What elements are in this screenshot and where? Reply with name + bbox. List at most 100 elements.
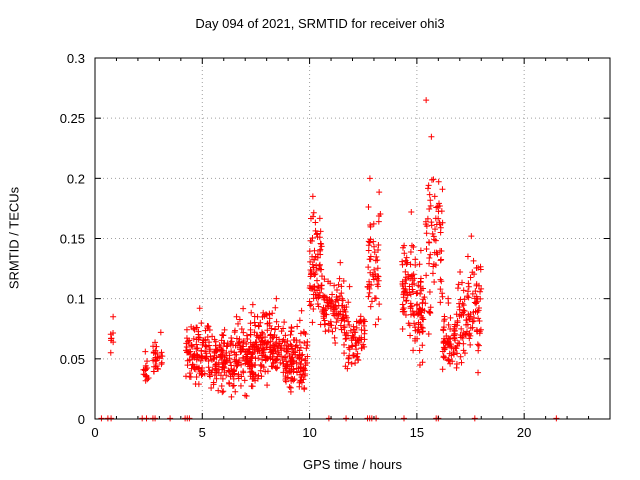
data-point (408, 242, 415, 249)
data-point (399, 280, 406, 287)
data-point (354, 353, 361, 360)
data-point (475, 369, 482, 376)
data-point (329, 328, 336, 335)
data-point (270, 342, 277, 349)
data-point (143, 415, 150, 422)
data-point (219, 389, 226, 396)
data-point (331, 334, 338, 341)
data-point (357, 313, 364, 320)
data-point (311, 271, 318, 278)
y-tick-label: 0.15 (60, 232, 85, 247)
data-point (246, 349, 253, 356)
data-point (240, 305, 247, 312)
data-point (259, 314, 266, 321)
data-point (192, 380, 199, 387)
x-tick-label: 10 (302, 425, 316, 440)
data-point (311, 256, 318, 263)
data-point (430, 263, 437, 270)
data-point (157, 329, 164, 336)
data-point (195, 365, 202, 372)
data-point (460, 307, 467, 314)
data-point (375, 283, 382, 290)
data-point (474, 328, 481, 335)
data-point (255, 355, 262, 362)
data-point (426, 205, 433, 212)
data-point (223, 343, 230, 350)
data-point (240, 329, 247, 336)
data-point (315, 294, 322, 301)
data-point (107, 349, 114, 356)
data-point (321, 321, 328, 328)
data-point (445, 295, 452, 302)
data-point (438, 278, 445, 285)
data-point (435, 200, 442, 207)
data-point (423, 97, 430, 104)
data-point (456, 313, 463, 320)
data-point (260, 309, 267, 316)
data-point (195, 328, 202, 335)
axis-ticks: 0 5 10 15 20 0 0.05 0.1 0.15 0.2 0.25 0.3 (60, 51, 610, 440)
x-tick-label: 0 (91, 425, 98, 440)
data-point (220, 388, 227, 395)
data-point (365, 247, 372, 254)
data-point (415, 282, 422, 289)
data-point (407, 303, 414, 310)
data-point (142, 366, 149, 373)
data-point (251, 319, 258, 326)
data-point (365, 203, 372, 210)
data-point (263, 354, 270, 361)
data-point (340, 278, 347, 285)
data-point (451, 325, 458, 332)
data-point (437, 286, 444, 293)
data-point (464, 321, 471, 328)
data-point (415, 326, 422, 333)
data-point (198, 347, 205, 354)
data-point (455, 281, 462, 288)
data-point (272, 304, 279, 311)
data-point (414, 301, 421, 308)
data-point (473, 264, 480, 271)
data-point (321, 276, 328, 283)
data-point (439, 186, 446, 193)
data-point (205, 364, 212, 371)
plot-area-frame (94, 57, 611, 420)
data-point (426, 309, 433, 316)
data-point (240, 369, 247, 376)
data-point (432, 237, 439, 244)
data-point (300, 367, 307, 374)
data-point (186, 415, 193, 422)
data-point (341, 304, 348, 311)
data-point (409, 281, 416, 288)
data-point (240, 339, 247, 346)
data-point (342, 363, 349, 370)
data-point (297, 330, 304, 337)
data-point (321, 293, 328, 300)
data-point (370, 276, 377, 283)
data-point (403, 254, 410, 261)
data-point (249, 369, 256, 376)
data-point (456, 340, 463, 347)
data-point (438, 256, 445, 263)
data-point (478, 285, 485, 292)
data-point (227, 359, 234, 366)
data-point (419, 328, 426, 335)
data-point (218, 356, 225, 363)
data-point (275, 323, 282, 330)
data-point (317, 228, 324, 235)
data-point (304, 360, 311, 367)
data-point (467, 332, 474, 339)
data-point (296, 379, 303, 386)
data-point (399, 301, 406, 308)
data-point (441, 316, 448, 323)
data-point (246, 357, 253, 364)
data-point (407, 248, 414, 255)
data-point (296, 352, 303, 359)
data-point (292, 343, 299, 350)
data-point (367, 222, 374, 229)
data-point (342, 308, 349, 315)
data-point (300, 376, 307, 383)
data-point (198, 372, 205, 379)
data-point (314, 277, 321, 284)
data-point (373, 295, 380, 302)
data-point (361, 322, 368, 329)
